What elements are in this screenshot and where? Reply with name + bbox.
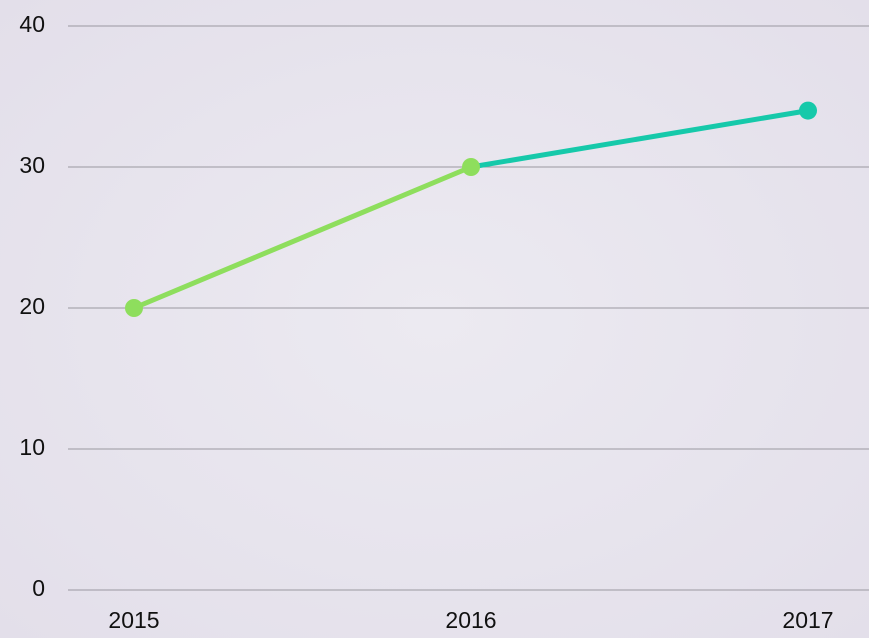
x-tick-label: 2016: [445, 607, 496, 633]
data-point: [125, 299, 143, 317]
x-tick-label: 2015: [108, 607, 159, 633]
y-tick-label: 10: [19, 434, 45, 460]
y-tick-label: 20: [19, 293, 45, 319]
y-tick-label: 40: [19, 11, 45, 37]
data-point: [799, 101, 817, 120]
x-tick-label: 2017: [782, 607, 833, 633]
line-segment: [131, 164, 474, 311]
y-tick-label: 30: [19, 152, 45, 178]
line-segment: [468, 108, 811, 170]
data-point: [462, 158, 480, 176]
y-tick-label: 0: [32, 575, 45, 601]
